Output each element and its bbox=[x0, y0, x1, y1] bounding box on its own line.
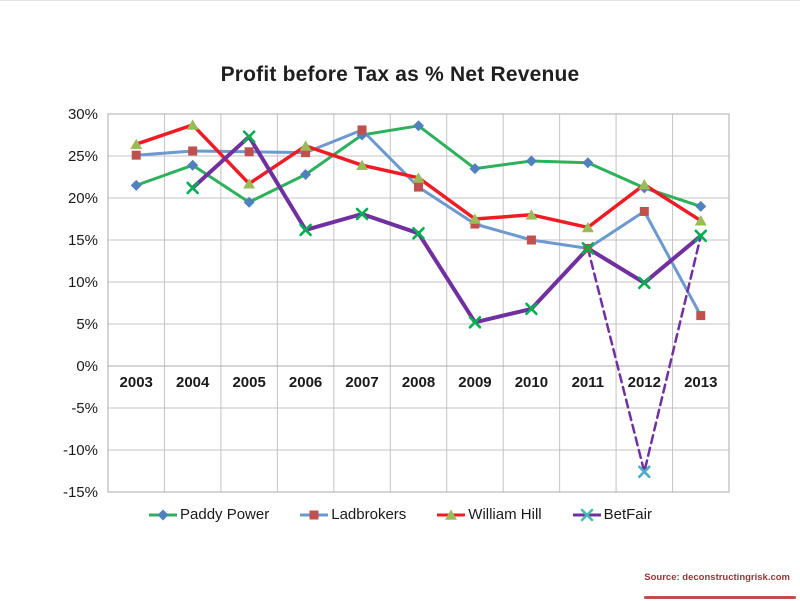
x-tick-label: 2012 bbox=[628, 374, 661, 391]
triangle-marker-icon bbox=[445, 509, 458, 520]
y-tick-label: 0% bbox=[76, 358, 98, 375]
marker-william-hill-2005 bbox=[243, 178, 256, 189]
x-tick-label: 2008 bbox=[402, 374, 435, 391]
marker-betfair-2009 bbox=[468, 316, 482, 329]
y-tick-label: 25% bbox=[68, 148, 98, 165]
marker-ladbrokers-2013 bbox=[696, 311, 706, 321]
legend-swatch-betfair bbox=[572, 508, 601, 521]
marker-paddy-power-2011 bbox=[582, 157, 594, 169]
y-tick-label: 10% bbox=[68, 274, 98, 291]
x-tick-label: 2010 bbox=[515, 374, 548, 391]
y-tick-label: 20% bbox=[68, 190, 98, 207]
marker-paddy-power-2010 bbox=[525, 155, 537, 167]
y-tick-label: 15% bbox=[68, 232, 98, 249]
marker-ladbrokers-2004 bbox=[188, 146, 198, 156]
legend-swatch-william-hill bbox=[437, 509, 466, 520]
legend-label: William Hill bbox=[468, 506, 542, 523]
legend-label: BetFair bbox=[603, 506, 652, 523]
marker-william-hill-2007 bbox=[356, 159, 369, 171]
series-line-betfair bbox=[190, 134, 703, 325]
legend-item-ladbrokers: Ladbrokers bbox=[299, 506, 406, 523]
x-tick-label: 2007 bbox=[345, 374, 378, 391]
marker-betfair-2004 bbox=[186, 181, 199, 195]
marker-paddy-power-2004 bbox=[187, 159, 199, 171]
marker-betfair-2005 bbox=[242, 130, 256, 143]
marker-ladbrokers-2003 bbox=[131, 150, 141, 160]
marker-william-hill-2009 bbox=[468, 213, 481, 224]
x-tick-label: 2013 bbox=[684, 374, 717, 391]
source-caption: Source: deconstructingrisk.com bbox=[644, 572, 790, 583]
marker-william-hill-2011 bbox=[581, 221, 594, 233]
legend-label: Paddy Power bbox=[180, 506, 270, 523]
chart-title: Profit before Tax as % Net Revenue bbox=[220, 63, 580, 86]
marker-ladbrokers-2010 bbox=[526, 235, 536, 245]
chart-legend: Paddy Power Ladbrokers William Hill BetFair bbox=[0, 506, 800, 523]
marker-william-hill-2008 bbox=[412, 172, 425, 183]
legend-swatch-ladbrokers bbox=[300, 510, 329, 519]
source-underline bbox=[644, 596, 796, 599]
legend-item-william-hill: William Hill bbox=[436, 506, 542, 523]
marker-william-hill-2006 bbox=[299, 140, 312, 151]
marker-ladbrokers-2008 bbox=[414, 182, 423, 192]
marker-betfair-2011 bbox=[581, 242, 595, 255]
marker-betfair-2012 bbox=[638, 276, 651, 290]
marker-betfair-2010 bbox=[525, 302, 538, 316]
marker-paddy-power-2008 bbox=[413, 120, 424, 132]
legend-item-paddy-power: Paddy Power bbox=[148, 506, 269, 523]
series-line-betfair-dashed bbox=[586, 234, 703, 474]
x-marker-icon bbox=[580, 508, 593, 521]
marker-william-hill-2004 bbox=[186, 119, 199, 130]
y-tick-label: 30% bbox=[68, 106, 98, 123]
y-tick-label: -10% bbox=[63, 442, 98, 459]
marker-william-hill-2003 bbox=[130, 138, 143, 150]
marker-betfair-2012 bbox=[638, 465, 651, 479]
square-marker-icon bbox=[309, 510, 319, 519]
marker-paddy-power-2005 bbox=[243, 196, 255, 208]
x-tick-label: 2003 bbox=[120, 374, 153, 391]
marker-paddy-power-2009 bbox=[469, 163, 481, 175]
marker-betfair-2007 bbox=[355, 207, 369, 221]
legend-item-betfair: BetFair bbox=[572, 506, 652, 523]
marker-paddy-power-2013 bbox=[695, 200, 707, 212]
marker-betfair-2013 bbox=[694, 229, 708, 243]
marker-betfair-2006 bbox=[299, 223, 312, 237]
legend-swatch-paddy-power bbox=[149, 509, 178, 520]
x-tick-label: 2011 bbox=[572, 374, 605, 391]
x-tick-label: 2004 bbox=[176, 374, 210, 391]
marker-william-hill-2010 bbox=[525, 209, 538, 220]
y-tick-label: -5% bbox=[71, 400, 98, 417]
y-tick-label: -15% bbox=[63, 484, 98, 501]
x-tick-label: 2006 bbox=[289, 374, 322, 391]
marker-betfair-2008 bbox=[412, 226, 425, 240]
marker-ladbrokers-2005 bbox=[244, 147, 254, 157]
x-tick-label: 2005 bbox=[232, 374, 265, 391]
marker-william-hill-2013 bbox=[694, 215, 707, 226]
marker-paddy-power-2006 bbox=[300, 168, 312, 180]
y-tick-label: 5% bbox=[76, 316, 98, 333]
marker-ladbrokers-2007 bbox=[357, 125, 367, 135]
diamond-marker-icon bbox=[157, 509, 169, 520]
marker-ladbrokers-2009 bbox=[470, 219, 480, 229]
legend-label: Ladbrokers bbox=[331, 506, 407, 523]
plot-border bbox=[107, 113, 730, 493]
marker-ladbrokers-2006 bbox=[301, 148, 311, 158]
marker-paddy-power-2003 bbox=[130, 179, 142, 191]
x-tick-label: 2009 bbox=[458, 374, 491, 391]
marker-william-hill-2012 bbox=[638, 179, 651, 190]
marker-ladbrokers-2012 bbox=[639, 206, 649, 216]
